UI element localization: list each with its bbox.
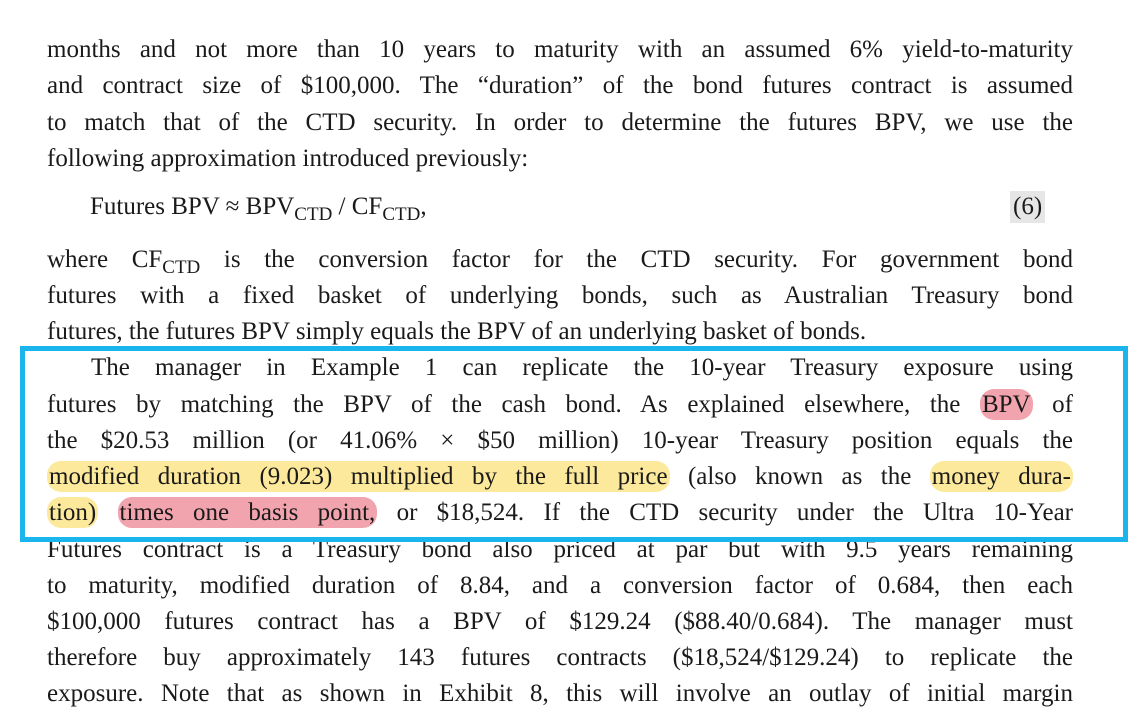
selection-box bbox=[20, 346, 1128, 542]
text-line: the $20.53 million (or 41.06% × $50 mill… bbox=[47, 427, 1073, 454]
eq-sub: CTD bbox=[382, 204, 421, 225]
text: The manager in Example 1 can replicate t… bbox=[91, 354, 1073, 381]
text-line: following approximation introduced previ… bbox=[47, 145, 529, 172]
text-line: tion) times one basis point, or $18,524.… bbox=[47, 497, 1073, 529]
text: or $18,524. If the CTD security under th… bbox=[377, 499, 1074, 526]
eq-text: , bbox=[420, 193, 427, 220]
text-line: to maturity, modified duration of 8.84, … bbox=[47, 572, 1073, 599]
highlight-pink: times one basis point, bbox=[117, 497, 378, 528]
text-line: where CFCTD is the conversion factor for… bbox=[47, 244, 1073, 278]
text-line: months and not more than 10 years to mat… bbox=[47, 36, 1073, 63]
eq-text: Futures BPV ≈ BPV bbox=[90, 193, 295, 220]
eq-text: / CF bbox=[332, 193, 383, 220]
subscript: CTD bbox=[162, 257, 201, 278]
text: is the conversion factor for the CTD sec… bbox=[200, 246, 1073, 273]
text-line: to match that of the CTD security. In or… bbox=[47, 109, 1073, 136]
highlight-pink: BPV bbox=[979, 389, 1033, 420]
text-line: The manager in Example 1 can replicate t… bbox=[47, 352, 1073, 384]
equation-number: (6) bbox=[1010, 191, 1046, 223]
text-line: exposure. Note that as shown in Exhibit … bbox=[47, 680, 1073, 707]
text-line: futures by matching the BPV of the cash … bbox=[47, 389, 1073, 421]
text: (also known as the bbox=[669, 463, 930, 490]
highlight-yellow: money dura- bbox=[929, 461, 1073, 492]
text-line: modified duration (9.023) multiplied by … bbox=[47, 461, 1073, 493]
eq-sub: CTD bbox=[294, 204, 333, 225]
highlight-yellow: tion) bbox=[47, 497, 99, 528]
text-line: and contract size of $100,000. The “dura… bbox=[47, 72, 1073, 99]
equation: Futures BPV ≈ BPVCTD / CFCTD, bbox=[90, 191, 427, 225]
text-line: $100,000 futures contract has a BPV of $… bbox=[47, 608, 1073, 635]
highlight-yellow: modified duration (9.023) multiplied by … bbox=[47, 461, 670, 492]
text: where CF bbox=[47, 246, 163, 273]
text-line: futures, the futures BPV simply equals t… bbox=[47, 318, 867, 345]
text-line: futures with a fixed basket of underlyin… bbox=[47, 282, 1073, 309]
text-line: therefore buy approximately 143 futures … bbox=[47, 644, 1073, 671]
text: futures by matching the BPV of the cash … bbox=[47, 391, 980, 418]
text: of bbox=[1032, 391, 1074, 418]
